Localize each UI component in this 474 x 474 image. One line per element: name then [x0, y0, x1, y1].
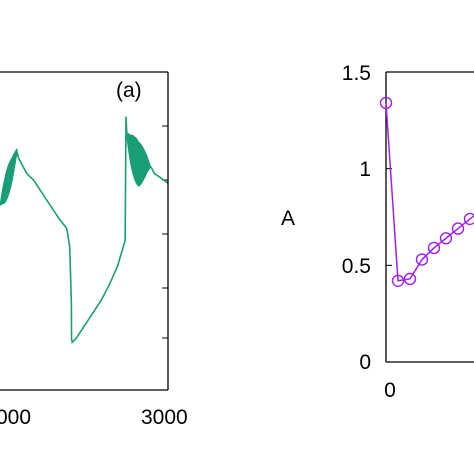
panel-b-y-tick-label-3: 1.5: [342, 62, 371, 85]
panel-a-series-line: [0, 116, 168, 344]
panel-b-point-1: [391, 274, 405, 287]
panel-b-y-tick-label-1: 0.5: [342, 255, 371, 278]
panel-a-label: (a): [116, 79, 142, 102]
panel-b-point-6: [451, 222, 465, 235]
panel-a-x-tick-label-0: 000: [0, 406, 31, 429]
panel-a-x-tick-label-1: 3000: [141, 406, 188, 429]
panel-a-oscillation: [0, 119, 152, 206]
panel-b-markers: [379, 96, 474, 287]
panel-a-ticks: [162, 125, 168, 339]
panel-b-point-3: [415, 253, 429, 266]
panel-b-point-2: [403, 272, 417, 286]
panel-a: (a) 000 3000: [0, 71, 188, 429]
panel-b-point-5: [439, 232, 453, 245]
panel-b-point-7: [463, 212, 474, 226]
panel-b-point-4: [427, 241, 441, 255]
panel-b-series-line: [385, 102, 474, 282]
panel-b: 0 0.5 1 1.5 0 A: [281, 62, 474, 402]
panel-b-point-0: [379, 96, 393, 110]
panel-b-x-tick-label-0: 0: [384, 379, 396, 402]
panel-b-y-tick-label-2: 1: [359, 158, 371, 181]
panel-b-y-tick-label-0: 0: [359, 351, 371, 374]
panel-b-y-axis-label: A: [281, 207, 295, 230]
